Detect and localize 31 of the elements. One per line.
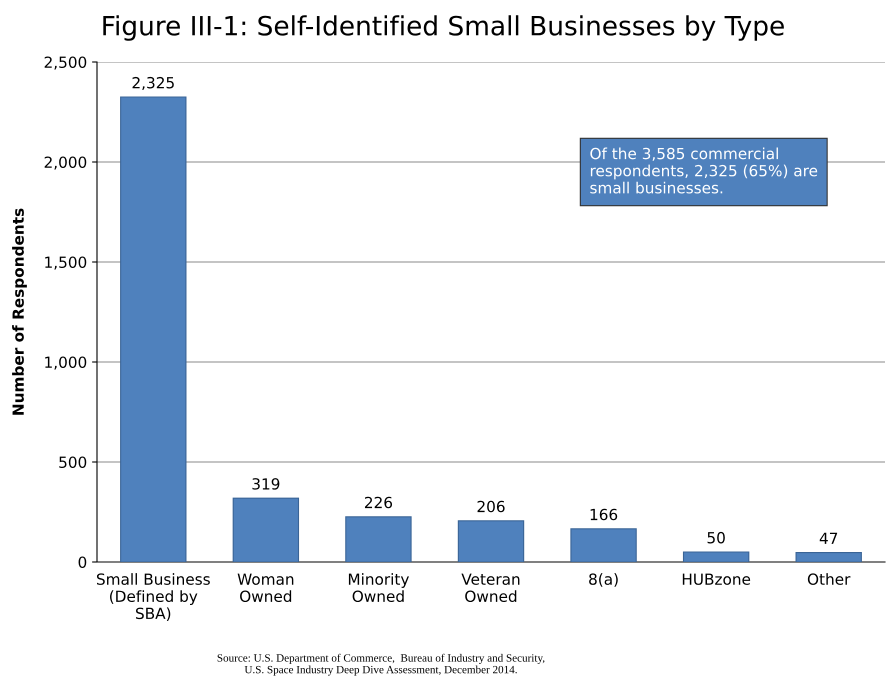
annotation: Of the 3,585 commercial respondents, 2,325 (65%) are small businesses. — [590, 148, 818, 194]
data-label: 206 — [478, 500, 505, 512]
x-tick-label: Woman Owned — [238, 574, 294, 602]
bar — [570, 528, 637, 562]
bar — [458, 520, 524, 562]
bar — [682, 551, 750, 562]
y-tick-label: 1,000 — [45, 356, 86, 370]
bar — [345, 516, 412, 562]
bar — [232, 498, 300, 562]
chart-title: Figure III-1: Self-Identified Small Businesses by Type — [103, 15, 784, 41]
x-tick-label: Small Business (Defined by SBA) — [96, 573, 210, 621]
y-axis-title: Number of Respondents — [12, 208, 27, 415]
x-tick-label: 8(a) — [589, 573, 618, 587]
x-tick-label: HUBzone — [682, 574, 750, 585]
bar — [796, 552, 862, 562]
source-note: Source: U.S. Department of Commerce, Bureau of Industry and Security, U.S. Space Industry Deep Dive Assessment, December 2014. — [218, 654, 544, 676]
data-label: 166 — [590, 508, 618, 520]
bar — [120, 96, 186, 562]
y-tick-label: 2,000 — [44, 156, 86, 170]
y-tick-label: 500 — [59, 456, 86, 468]
data-label: 2,325 — [132, 76, 174, 90]
data-label: 47 — [820, 532, 838, 544]
y-tick-label: 0 — [78, 556, 86, 568]
data-label: 50 — [708, 532, 725, 544]
data-label: 319 — [252, 478, 280, 490]
y-tick-label: 2,500 — [44, 56, 86, 70]
data-label: 226 — [364, 496, 392, 508]
y-tick-label: 1,500 — [45, 256, 86, 270]
x-tick-label: Minority Owned — [348, 573, 409, 602]
x-tick-label: Other — [808, 573, 850, 585]
x-tick-label: Veteran Owned — [461, 574, 520, 602]
